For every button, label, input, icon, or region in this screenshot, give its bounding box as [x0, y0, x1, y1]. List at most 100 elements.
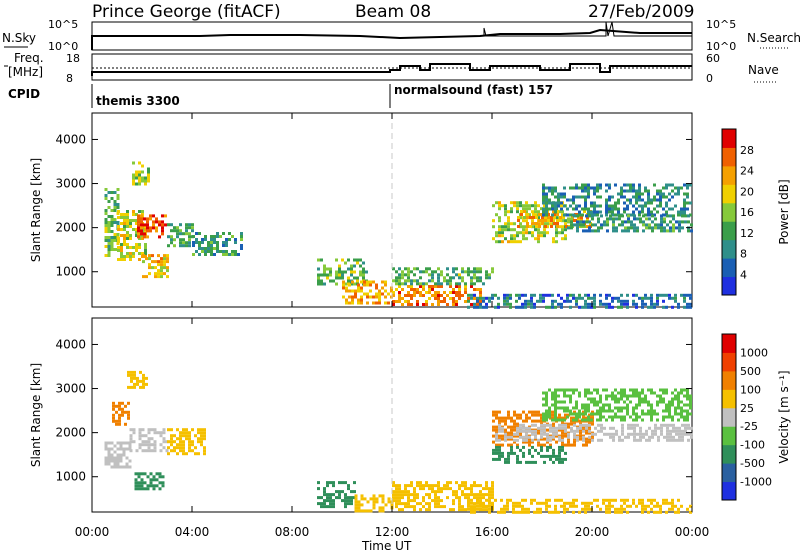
power-cell: [126, 231, 129, 234]
velocity-cell: [323, 499, 326, 503]
power-cell: [552, 237, 555, 241]
power-cell: [129, 219, 132, 222]
velocity-cell: [578, 412, 581, 416]
power-cell: [449, 276, 452, 280]
velocity-cell: [620, 510, 623, 514]
power-cell: [651, 220, 654, 224]
velocity-cell: [617, 507, 620, 511]
velocity-cell: [572, 498, 575, 502]
power-cell: [470, 303, 473, 306]
power-cell: [137, 217, 140, 221]
power-cell: [452, 291, 455, 294]
freq-panel: [91, 53, 693, 81]
power-cell: [606, 223, 609, 227]
date-title: 27/Feb/2009: [588, 2, 694, 22]
velocity-cell: [617, 510, 620, 514]
velocity-cell: [395, 499, 398, 503]
power-cell: [519, 216, 522, 220]
velocity-cell: [197, 440, 200, 444]
velocity-cell: [647, 388, 650, 392]
velocity-cell: [492, 419, 495, 423]
velocity-cell: [653, 498, 656, 502]
power-cell: [488, 273, 491, 277]
velocity-cell: [522, 445, 525, 449]
power-cell: [351, 280, 354, 284]
power-cell: [524, 302, 527, 306]
power-cell: [120, 246, 123, 249]
power-cell: [522, 237, 525, 241]
power-cell: [419, 294, 422, 297]
velocity-cell: [335, 496, 338, 500]
power-cell: [192, 253, 195, 256]
velocity-cell: [549, 426, 552, 430]
velocity-cell: [170, 443, 173, 447]
power-cell: [476, 270, 479, 274]
velocity-cell: [332, 499, 335, 503]
velocity-cell: [185, 434, 188, 438]
velocity-cell: [629, 400, 632, 404]
power-cell: [104, 254, 108, 257]
power-cell: [686, 302, 689, 306]
velocity-cell: [534, 448, 537, 452]
velocity-cell: [551, 510, 554, 514]
power-cell: [570, 217, 573, 221]
power-cell: [222, 244, 225, 247]
velocity-cell: [588, 429, 591, 433]
power-cell: [545, 293, 548, 297]
power-cell: [678, 226, 681, 230]
velocity-cell: [395, 496, 398, 500]
power-cell: [395, 288, 398, 291]
velocity-cell: [650, 388, 653, 392]
velocity-cell: [650, 507, 653, 511]
power-cell: [479, 288, 482, 291]
power-cell: [434, 291, 437, 294]
power-cell: [354, 292, 357, 296]
power-cell: [449, 291, 452, 294]
velocity-cell: [614, 415, 617, 419]
power-cell: [671, 195, 674, 199]
velocity-cell: [599, 412, 602, 416]
velocity-cell: [495, 413, 498, 417]
velocity-cell: [504, 438, 507, 442]
velocity-cell: [121, 413, 124, 417]
velocity-cell: [627, 432, 630, 436]
velocity-cell: [479, 501, 482, 505]
velocity-cell: [360, 494, 364, 498]
power-cell: [642, 223, 645, 227]
velocity-cell: [179, 431, 182, 435]
velocity-cell: [668, 400, 671, 404]
power-cell: [561, 228, 564, 232]
velocity-cell: [654, 429, 657, 433]
power-cell: [431, 303, 434, 306]
velocity-cell: [410, 499, 413, 503]
velocity-cell: [473, 507, 476, 511]
power-cell: [458, 288, 461, 291]
power-cell: [179, 238, 182, 242]
power-cell: [144, 246, 147, 249]
power-cell: [593, 204, 596, 208]
power-cell: [440, 294, 443, 297]
power-cell: [581, 213, 584, 217]
velocity-cell: [136, 382, 139, 386]
velocity-cell: [176, 437, 179, 441]
velocity-cell: [566, 394, 569, 398]
power-cell: [135, 213, 138, 216]
power-cell: [210, 238, 213, 241]
power-cell: [353, 276, 356, 280]
power-cell: [138, 173, 141, 177]
velocity-cell: [569, 400, 572, 404]
velocity-cell: [689, 403, 692, 407]
velocity-cell: [372, 506, 376, 510]
power-cell: [148, 263, 151, 267]
nsky-tick-low: 10^0: [48, 40, 78, 53]
power-cell: [515, 299, 518, 303]
velocity-cell: [644, 507, 647, 511]
velocity-cell: [621, 426, 624, 430]
power-colorbar-segment: [722, 147, 736, 167]
power-cell: [554, 201, 557, 205]
velocity-cell: [581, 412, 584, 416]
velocity-cell: [653, 409, 656, 413]
velocity-cell: [138, 428, 142, 432]
velocity-cell: [147, 437, 151, 441]
velocity-cell: [687, 438, 690, 442]
